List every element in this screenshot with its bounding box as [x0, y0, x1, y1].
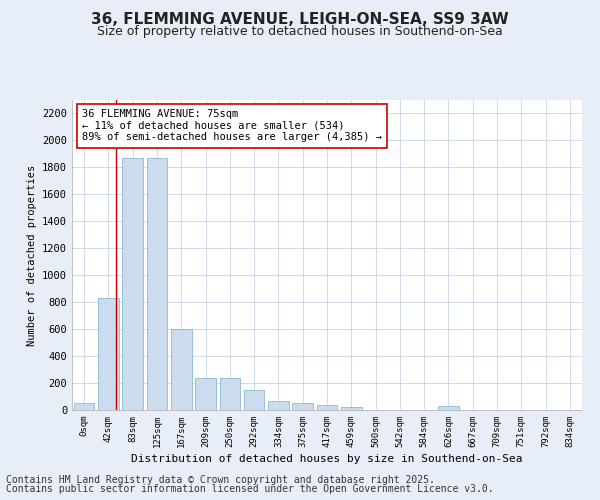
Bar [292, 404, 313, 410]
Bar [220, 378, 240, 410]
Bar [74, 404, 94, 410]
Bar [195, 378, 216, 410]
Bar [171, 329, 191, 410]
X-axis label: Distribution of detached houses by size in Southend-on-Sea: Distribution of detached houses by size … [131, 454, 523, 464]
Text: Contains public sector information licensed under the Open Government Licence v3: Contains public sector information licen… [6, 484, 494, 494]
Bar [317, 404, 337, 410]
Text: 36 FLEMMING AVENUE: 75sqm
← 11% of detached houses are smaller (534)
89% of semi: 36 FLEMMING AVENUE: 75sqm ← 11% of detac… [82, 110, 382, 142]
Bar [341, 408, 362, 410]
Bar [146, 158, 167, 410]
Text: 36, FLEMMING AVENUE, LEIGH-ON-SEA, SS9 3AW: 36, FLEMMING AVENUE, LEIGH-ON-SEA, SS9 3… [91, 12, 509, 28]
Text: Size of property relative to detached houses in Southend-on-Sea: Size of property relative to detached ho… [97, 25, 503, 38]
Bar [244, 390, 265, 410]
Bar [122, 158, 143, 410]
Bar [98, 298, 119, 410]
Y-axis label: Number of detached properties: Number of detached properties [26, 164, 37, 346]
Text: Contains HM Land Registry data © Crown copyright and database right 2025.: Contains HM Land Registry data © Crown c… [6, 475, 435, 485]
Bar [268, 400, 289, 410]
Bar [438, 406, 459, 410]
